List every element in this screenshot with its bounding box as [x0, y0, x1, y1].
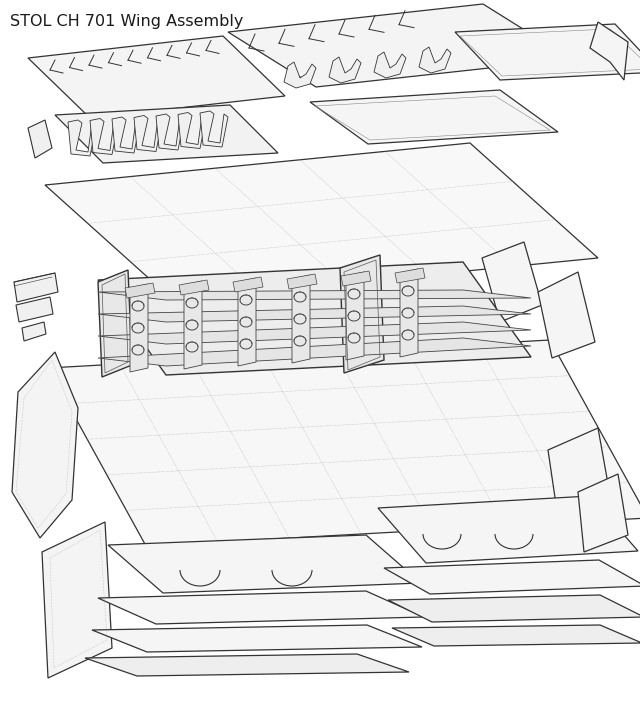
Polygon shape	[200, 111, 228, 147]
Polygon shape	[388, 595, 640, 622]
Polygon shape	[329, 57, 361, 83]
Polygon shape	[98, 270, 132, 377]
Polygon shape	[238, 278, 256, 366]
Polygon shape	[346, 272, 364, 360]
Polygon shape	[284, 62, 316, 88]
Polygon shape	[98, 338, 531, 366]
Polygon shape	[548, 428, 610, 518]
Polygon shape	[287, 274, 317, 289]
Polygon shape	[228, 4, 571, 87]
Polygon shape	[179, 280, 209, 295]
Polygon shape	[55, 105, 278, 163]
Polygon shape	[90, 118, 118, 154]
Polygon shape	[16, 297, 53, 322]
Polygon shape	[108, 535, 421, 593]
Polygon shape	[92, 625, 422, 652]
Polygon shape	[310, 90, 558, 144]
Polygon shape	[341, 271, 371, 286]
Polygon shape	[98, 262, 531, 375]
Polygon shape	[292, 275, 310, 363]
Polygon shape	[14, 273, 58, 302]
Polygon shape	[28, 120, 52, 158]
Polygon shape	[28, 36, 285, 118]
Polygon shape	[98, 591, 424, 624]
Polygon shape	[233, 277, 263, 292]
Polygon shape	[85, 654, 409, 676]
Polygon shape	[392, 625, 640, 646]
Polygon shape	[134, 116, 162, 151]
Polygon shape	[538, 272, 595, 358]
Polygon shape	[22, 322, 46, 341]
Polygon shape	[400, 269, 418, 357]
Polygon shape	[384, 560, 640, 594]
Polygon shape	[112, 117, 140, 153]
Polygon shape	[98, 306, 531, 322]
Polygon shape	[98, 290, 531, 300]
Polygon shape	[455, 24, 640, 80]
Polygon shape	[48, 340, 640, 546]
Polygon shape	[12, 352, 78, 538]
Polygon shape	[125, 283, 155, 298]
Polygon shape	[378, 496, 638, 563]
Polygon shape	[156, 114, 184, 150]
Polygon shape	[98, 322, 531, 344]
Polygon shape	[395, 268, 425, 283]
Polygon shape	[42, 522, 112, 678]
Polygon shape	[419, 47, 451, 73]
Polygon shape	[482, 242, 542, 322]
Polygon shape	[184, 281, 202, 369]
Polygon shape	[178, 112, 206, 149]
Polygon shape	[578, 474, 628, 552]
Polygon shape	[45, 143, 598, 300]
Polygon shape	[590, 22, 628, 80]
Polygon shape	[340, 255, 384, 373]
Polygon shape	[68, 120, 96, 156]
Text: STOL CH 701 Wing Assembly: STOL CH 701 Wing Assembly	[10, 14, 243, 29]
Polygon shape	[130, 284, 148, 372]
Polygon shape	[374, 52, 406, 78]
